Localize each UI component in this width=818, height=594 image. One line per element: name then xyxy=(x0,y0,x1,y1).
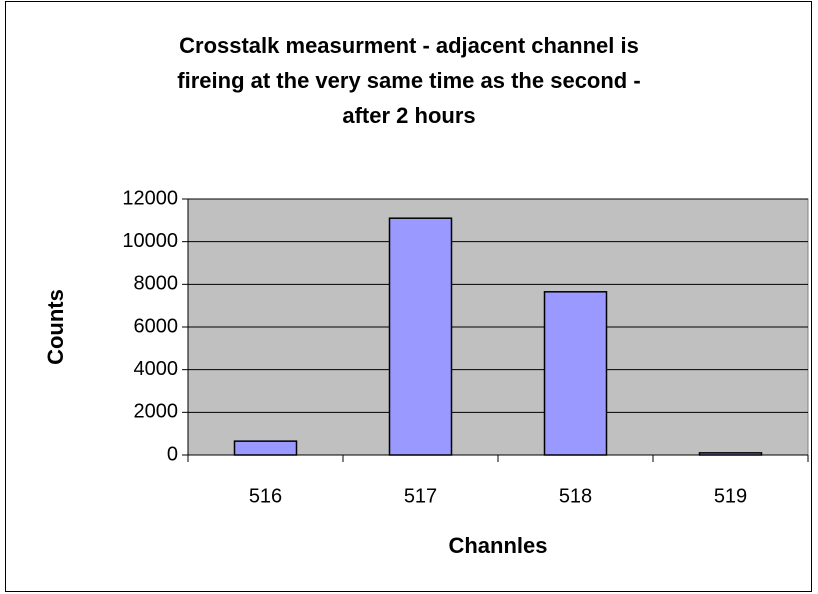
y-tick-label: 8000 xyxy=(134,273,179,295)
x-tick-label: 518 xyxy=(559,485,592,507)
y-tick-label: 4000 xyxy=(134,358,179,380)
x-tick-label: 517 xyxy=(404,485,437,507)
y-tick-label: 12000 xyxy=(122,187,178,209)
bar xyxy=(388,217,453,456)
bar xyxy=(233,440,298,456)
bar xyxy=(698,452,763,456)
y-tick-label: 2000 xyxy=(134,401,179,423)
bar xyxy=(543,291,608,456)
x-tick-label: 516 xyxy=(249,485,282,507)
chart-title: Crosstalk measurment - adjacent channel … xyxy=(177,33,641,128)
x-axis-label: Channles xyxy=(448,533,547,558)
y-axis-label: Counts xyxy=(43,289,68,365)
y-tick-label: 0 xyxy=(167,443,178,465)
y-tick-label: 10000 xyxy=(122,230,178,252)
x-tick-label: 519 xyxy=(714,485,747,507)
y-tick-label: 6000 xyxy=(134,315,179,337)
